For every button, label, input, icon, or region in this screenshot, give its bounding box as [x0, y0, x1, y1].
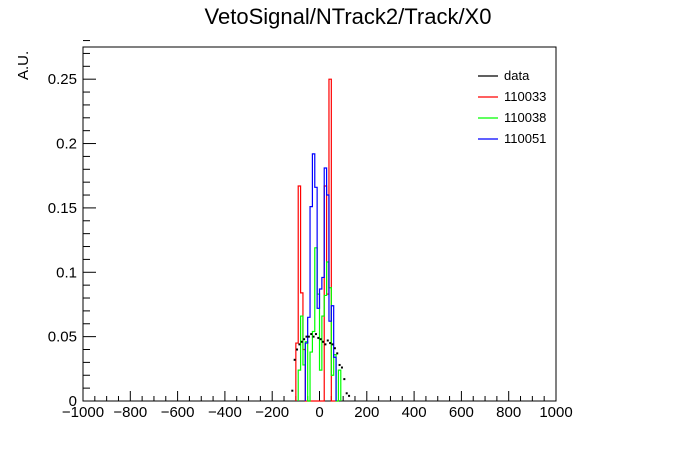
x-tick-label: 800 — [496, 404, 521, 421]
y-tick-label: 0.2 — [56, 136, 77, 153]
series-110033-step — [295, 78, 339, 402]
series-data-point — [336, 352, 339, 355]
series-data-point — [291, 389, 294, 392]
series-data-point — [307, 335, 310, 338]
series-data-point — [293, 358, 296, 361]
legend-label: 110038 — [504, 110, 546, 125]
series-data-point — [343, 378, 346, 381]
x-tick-label: −200 — [255, 404, 289, 421]
y-axis: 0 0.05 0.1 0.15 0.2 0.25 — [48, 40, 96, 410]
y-tick-label: 0.05 — [48, 329, 77, 346]
series-data-point — [345, 392, 348, 395]
y-tick-label: 0 — [69, 393, 77, 410]
series-layer — [291, 78, 351, 402]
series-data-point — [317, 336, 320, 339]
series-data-point — [319, 338, 322, 341]
x-tick-label: −600 — [161, 404, 195, 421]
series-data-point — [326, 339, 329, 342]
legend: data 110033 110038 110051 — [478, 68, 546, 146]
series-data-point — [340, 366, 343, 369]
chart-title: VetoSignal/NTrack2/Track/X0 — [205, 4, 492, 29]
legend-label: 110033 — [504, 89, 546, 104]
series-data-point — [331, 343, 334, 346]
x-tick-label: 400 — [402, 404, 427, 421]
series-data-point — [305, 335, 308, 338]
series-data-point — [298, 343, 301, 346]
series-data-point — [324, 343, 327, 346]
legend-label: 110051 — [504, 131, 546, 146]
x-tick-label: −400 — [208, 404, 242, 421]
x-tick-label: −1000 — [62, 404, 104, 421]
series-data-point — [312, 335, 315, 338]
series-data-point — [348, 394, 351, 397]
x-tick-label: 0 — [315, 404, 323, 421]
x-tick-label: 1000 — [539, 404, 572, 421]
series-data-point — [310, 333, 313, 336]
series-110051-step — [304, 153, 337, 401]
series-data-point — [300, 340, 303, 343]
x-axis: −1000 −800 −600 −400 −200 0 200 400 600 800 1000 — [62, 391, 573, 421]
x-tick-label: 600 — [449, 404, 474, 421]
series-data-point — [314, 333, 317, 336]
series-data-point — [296, 348, 299, 351]
series-data-point — [329, 342, 332, 345]
y-tick-label: 0.25 — [48, 71, 77, 88]
series-data-point — [322, 340, 325, 343]
legend-label: data — [504, 68, 530, 83]
x-tick-label: −800 — [113, 404, 147, 421]
series-110038-step — [297, 247, 342, 402]
series-data-point — [303, 338, 306, 341]
x-tick-label: 200 — [354, 404, 379, 421]
series-data-point — [333, 347, 336, 350]
y-tick-label: 0.15 — [48, 200, 77, 217]
series-data-point — [338, 363, 341, 366]
y-tick-label: 0.1 — [56, 264, 77, 281]
y-axis-label: A.U. — [15, 51, 32, 80]
